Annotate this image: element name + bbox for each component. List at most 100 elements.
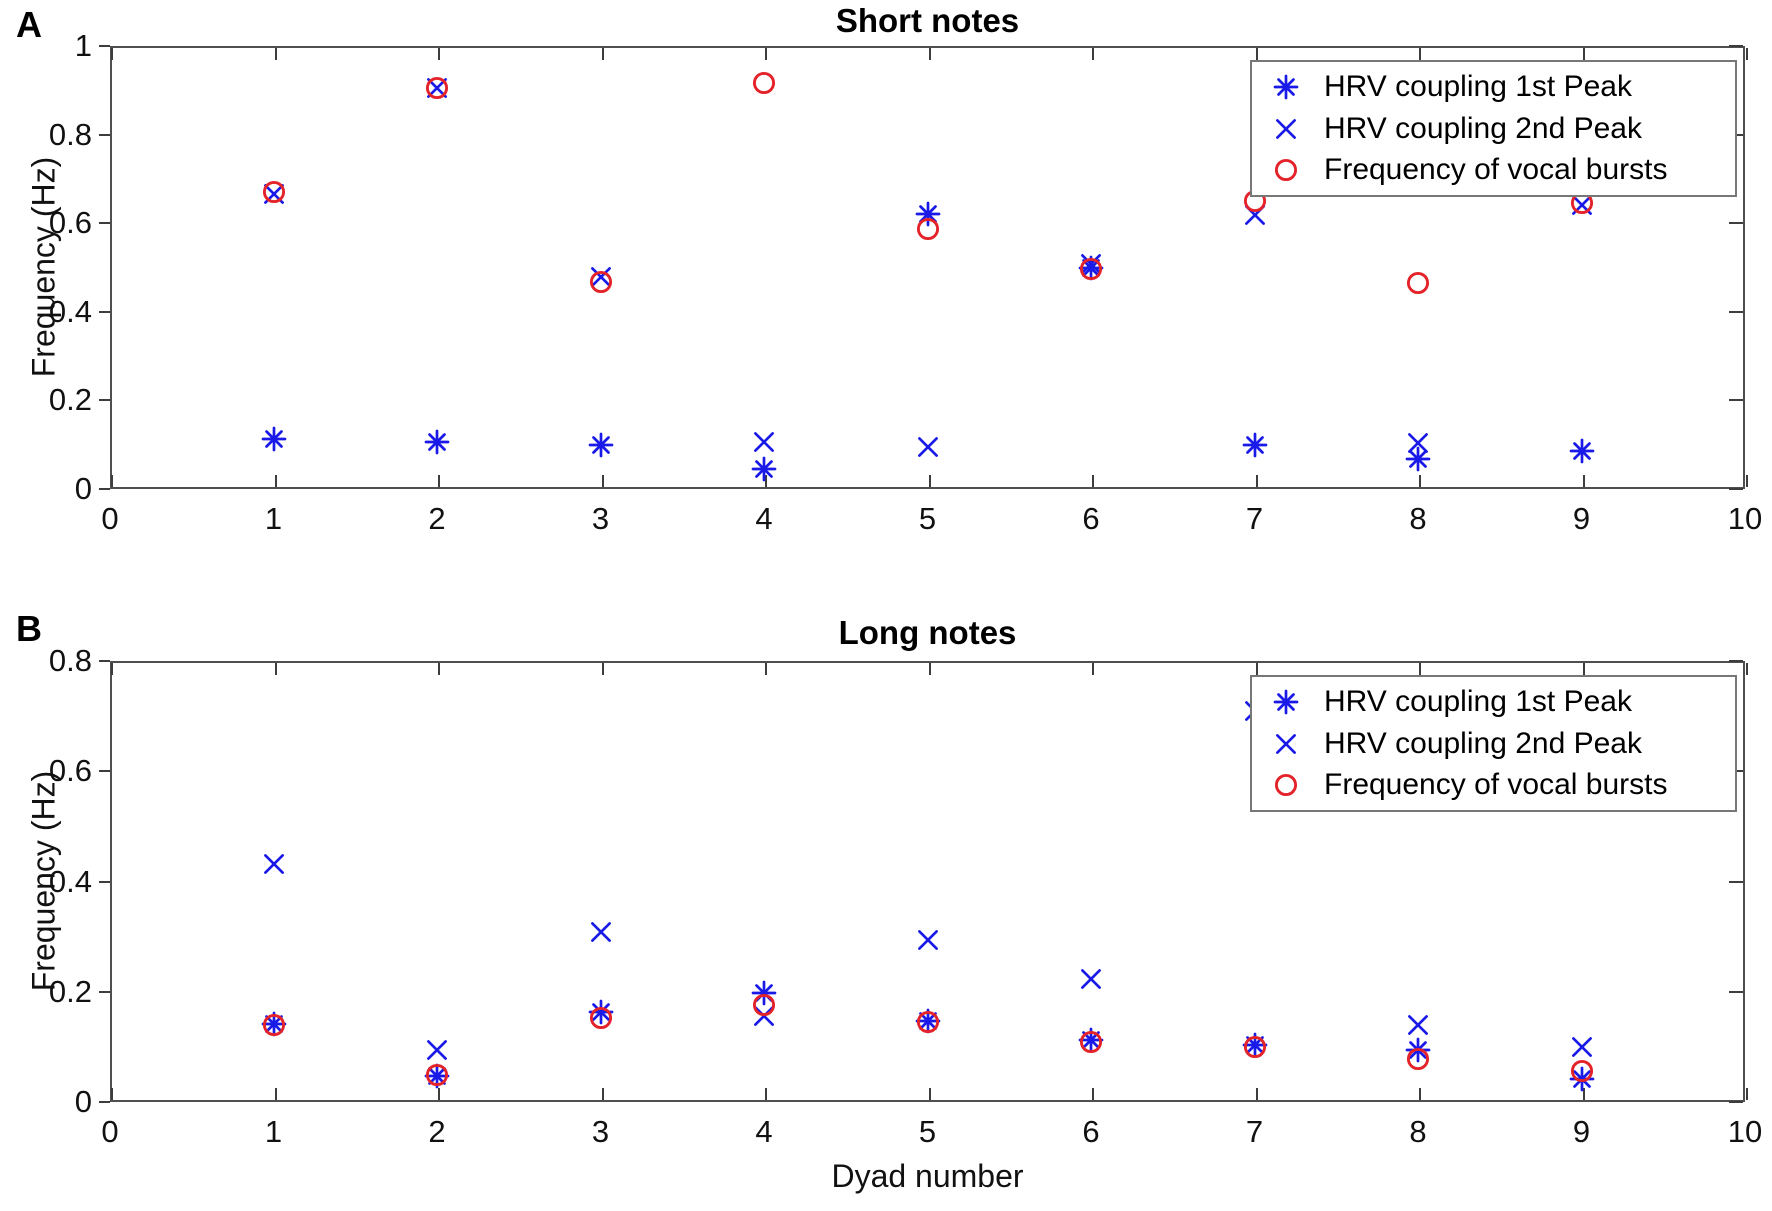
asterisk-data-point <box>1569 1066 1594 1092</box>
asterisk-marker-icon <box>1268 72 1304 102</box>
y-tick-right <box>1729 45 1743 47</box>
y-tick <box>99 1101 110 1103</box>
x-marker-icon <box>1268 729 1304 759</box>
x-tick-top <box>1255 48 1258 60</box>
x-tick-top <box>438 48 440 60</box>
x-axis-label: Dyad number <box>831 1158 1024 1194</box>
y-tick <box>99 770 110 773</box>
circle-data-point <box>916 217 939 241</box>
panel-label-a: A <box>16 4 42 45</box>
asterisk-data-point <box>261 1011 286 1037</box>
circle-data-point <box>752 71 776 94</box>
circle-data-point <box>425 1063 449 1087</box>
y-tick <box>99 133 110 136</box>
y-tick-right <box>1729 488 1743 490</box>
asterisk-data-point <box>261 426 286 452</box>
circle-data-point <box>916 1011 939 1034</box>
x-tick-top <box>1582 48 1585 60</box>
x-tick-top <box>601 48 604 60</box>
x-tick-top <box>1746 663 1748 675</box>
x-tick <box>438 475 440 487</box>
legend-item: Frequency of vocal bursts <box>1268 153 1735 187</box>
circle-data-point <box>589 270 612 293</box>
x-data-point <box>1408 432 1428 453</box>
x-tick-top <box>438 663 440 675</box>
x-tick-label: 0 <box>101 501 119 536</box>
x-tick-top <box>274 663 277 675</box>
asterisk-data-point <box>1242 432 1267 458</box>
legend-item: Frequency of vocal bursts <box>1268 768 1735 802</box>
x-tick-label: 4 <box>755 1114 773 1149</box>
y-tick <box>99 222 110 225</box>
y-tick <box>99 488 110 490</box>
x-tick <box>1255 475 1258 487</box>
circle-data-point <box>262 181 285 204</box>
circle-data-point <box>1243 1035 1266 1058</box>
legend-item-label: HRV coupling 1st Peak <box>1324 684 1632 718</box>
x-tick-top <box>1092 48 1094 60</box>
x-data-point <box>754 431 774 452</box>
y-tick-label: 1 <box>74 28 92 63</box>
x-tick-top <box>1419 48 1421 60</box>
x-data-point <box>263 853 284 874</box>
x-tick <box>111 475 113 487</box>
x-data-point <box>427 78 447 99</box>
asterisk-data-point <box>751 456 777 481</box>
x-tick-top <box>111 48 113 60</box>
y-tick-label: 0.6 <box>48 753 92 789</box>
y-tick-label: 0.4 <box>48 293 92 329</box>
y-tick <box>99 880 110 883</box>
x-tick <box>928 1088 931 1100</box>
x-tick-label: 2 <box>428 1114 446 1149</box>
legend-item: HRV coupling 2nd Peak <box>1268 112 1735 146</box>
y-tick-right <box>1729 990 1743 993</box>
x-tick <box>1582 1088 1585 1100</box>
x-data-point <box>917 930 938 951</box>
y-tick-right <box>1729 880 1743 883</box>
y-tick <box>99 310 110 313</box>
asterisk-data-point <box>1242 1032 1267 1058</box>
x-tick-top <box>928 663 931 675</box>
x-tick-label: 3 <box>591 1114 610 1149</box>
circle-data-point <box>1570 1059 1593 1082</box>
x-tick <box>1092 1088 1094 1100</box>
y-tick <box>99 660 110 662</box>
x-tick-label: 1 <box>264 1114 283 1149</box>
circle-marker-icon <box>1268 770 1304 800</box>
asterisk-data-point <box>424 1063 450 1089</box>
x-tick-label: 6 <box>1082 1114 1100 1149</box>
y-tick <box>99 45 110 47</box>
circle-data-point <box>425 77 449 100</box>
x-tick-label: 9 <box>1572 1114 1591 1149</box>
circle-data-point <box>1406 1047 1430 1071</box>
legend-item: HRV coupling 1st Peak <box>1268 685 1735 719</box>
y-tick <box>99 990 110 993</box>
x-tick-label: 7 <box>1245 501 1264 536</box>
x-tick <box>601 475 604 487</box>
asterisk-data-point <box>751 981 777 1006</box>
asterisk-data-point <box>1569 438 1594 464</box>
x-data-point <box>590 267 611 288</box>
x-tick <box>1582 475 1585 487</box>
legend-item-label: HRV coupling 2nd Peak <box>1324 111 1642 145</box>
x-tick-label: 5 <box>918 1114 937 1149</box>
asterisk-data-point <box>915 1008 940 1034</box>
x-tick <box>928 475 931 487</box>
x-tick-label: 8 <box>1409 1114 1427 1149</box>
x-tick <box>1419 475 1421 487</box>
y-tick-label: 0.2 <box>48 973 92 1009</box>
x-tick-top <box>1255 663 1258 675</box>
circle-data-point <box>1406 271 1430 295</box>
x-tick <box>765 1088 767 1100</box>
x-tick <box>1092 475 1094 487</box>
x-tick-top <box>1419 663 1421 675</box>
panel-b-title: Long notes <box>838 614 1017 651</box>
asterisk-marker-icon <box>1268 687 1304 717</box>
panel-a-legend: HRV coupling 1st Peak HRV coupling 2nd P… <box>1250 60 1737 197</box>
circle-marker-icon <box>1268 155 1304 185</box>
x-data-point <box>1244 205 1265 226</box>
x-tick <box>1419 1088 1421 1100</box>
x-tick-top <box>928 48 931 60</box>
x-tick-top <box>1092 663 1094 675</box>
